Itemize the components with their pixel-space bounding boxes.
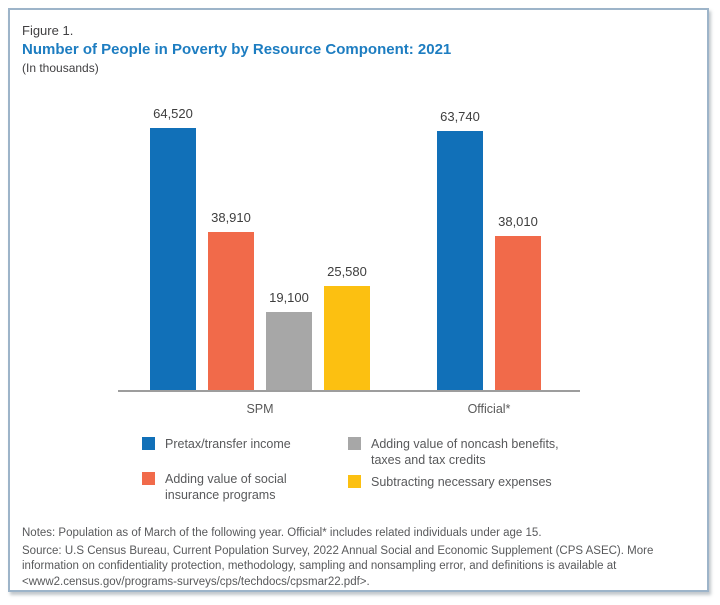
notes-line: Notes: Population as of March of the fol… xyxy=(22,527,542,539)
figure-subtitle: (In thousands) xyxy=(22,61,99,75)
figure-title: Number of People in Poverty by Resource … xyxy=(22,41,452,58)
bar-pretax-transfer-income xyxy=(150,128,196,390)
bar-adding-value-of-social-insurance-programs xyxy=(495,236,541,390)
legend-swatch-icon xyxy=(142,472,155,485)
bar-subtracting-necessary-expenses xyxy=(324,286,370,390)
legend-swatch-icon xyxy=(142,437,155,450)
legend-item-adding-value-of-social: Adding value of social insurance program… xyxy=(142,471,312,504)
x-axis-label-spm: SPM xyxy=(246,402,274,416)
figure-frame: Figure 1. Number of People in Poverty by… xyxy=(8,8,709,592)
bar-adding-value-of-noncash-benefits-taxes-and-tax-credits xyxy=(266,312,312,390)
figure-header: Figure 1. Number of People in Poverty by… xyxy=(22,23,451,75)
bar-value-label: 38,010 xyxy=(498,214,538,229)
bar-value-label: 25,580 xyxy=(327,264,367,279)
bar-value-label: 19,100 xyxy=(269,290,309,305)
bar-value-label: 63,740 xyxy=(440,109,480,124)
legend-label: Subtracting necessary expenses xyxy=(371,475,552,489)
bar-adding-value-of-social-insurance-programs xyxy=(208,232,254,390)
bar-value-label: 38,910 xyxy=(211,210,251,225)
x-axis-label-official: Official* xyxy=(467,402,511,416)
notes-block: Notes: Population as of March of the fol… xyxy=(22,526,700,593)
legend-swatch-icon xyxy=(348,475,361,488)
legend-item-subtracting-necessary-expenses: Subtracting necessary expenses xyxy=(348,474,588,490)
legend-item-pretax-transfer-income: Pretax/transfer income xyxy=(142,436,342,452)
legend-label: Adding value of social insurance program… xyxy=(165,472,287,503)
legend-item-adding-value-of-noncash-benefits: Adding value of noncash benefits, taxes … xyxy=(348,436,598,469)
legend-label: Adding value of noncash benefits, taxes … xyxy=(371,437,559,468)
bar-pretax-transfer-income xyxy=(437,131,483,390)
figure-label: Figure 1. xyxy=(22,23,74,38)
bar-chart: 64,520 38,910 19,100 25,580 SPM 63,740 38,010 O… xyxy=(10,10,707,590)
legend-label: Pretax/transfer income xyxy=(165,437,291,451)
x-axis-line xyxy=(118,390,580,392)
bar-value-label: 64,520 xyxy=(153,106,193,121)
legend-swatch-icon xyxy=(348,437,361,450)
source-line: Source: U.S Census Bureau, Current Popul… xyxy=(22,545,654,588)
